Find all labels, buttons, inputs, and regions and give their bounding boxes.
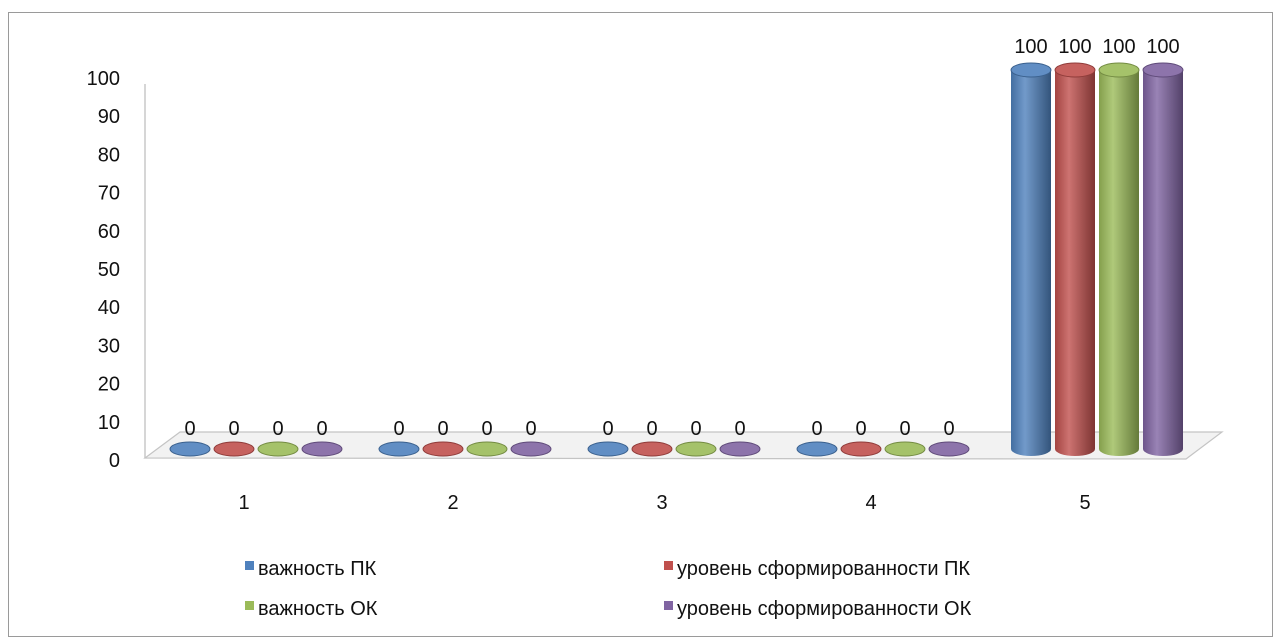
bar-top xyxy=(719,441,761,457)
data-label: 100 xyxy=(1014,36,1047,58)
bar-top xyxy=(510,441,552,457)
bar-top xyxy=(257,441,299,457)
bar-body xyxy=(1055,70,1095,456)
bar xyxy=(719,441,761,457)
bar-top xyxy=(631,441,673,457)
data-label: 100 xyxy=(1146,36,1179,58)
bar-top xyxy=(466,441,508,457)
bar xyxy=(510,441,552,457)
data-label: 0 xyxy=(943,418,954,440)
bar-top xyxy=(928,441,970,457)
data-label: 100 xyxy=(1058,36,1091,58)
bar-top xyxy=(1010,62,1052,78)
data-label: 100 xyxy=(1102,36,1135,58)
bar xyxy=(213,441,255,457)
bar xyxy=(257,441,299,457)
y-tick-label: 40 xyxy=(98,297,120,319)
bar xyxy=(1098,62,1140,456)
bar xyxy=(466,441,508,457)
legend-swatch xyxy=(664,561,673,570)
bar xyxy=(675,441,717,457)
data-label: 0 xyxy=(525,418,536,440)
y-tick-label: 60 xyxy=(98,221,120,243)
y-tick-label: 70 xyxy=(98,183,120,205)
bar-top xyxy=(1098,62,1140,78)
data-label: 0 xyxy=(855,418,866,440)
legend-swatch xyxy=(245,561,254,570)
bar xyxy=(631,441,673,457)
y-tick-label: 10 xyxy=(98,412,120,434)
bar xyxy=(928,441,970,457)
bar-top xyxy=(587,441,629,457)
bar-body xyxy=(1099,70,1139,456)
bar xyxy=(422,441,464,457)
data-label: 0 xyxy=(437,418,448,440)
legend-item: уровень сформированности ПК xyxy=(664,558,970,580)
y-tick-label: 50 xyxy=(98,259,120,281)
x-category-label: 2 xyxy=(447,492,458,514)
bar-body xyxy=(1143,70,1183,456)
bar-top xyxy=(169,441,211,457)
legend-label: важность ОК xyxy=(258,598,378,620)
bar xyxy=(587,441,629,457)
legend-item: уровень сформированности ОК xyxy=(664,598,972,620)
bar-top xyxy=(884,441,926,457)
data-label: 0 xyxy=(393,418,404,440)
x-category-label: 4 xyxy=(865,492,876,514)
data-label: 0 xyxy=(646,418,657,440)
bar-top xyxy=(213,441,255,457)
bar-top xyxy=(675,441,717,457)
x-category-label: 1 xyxy=(238,492,249,514)
bar xyxy=(1142,62,1184,456)
data-label: 0 xyxy=(272,418,283,440)
bar xyxy=(301,441,343,457)
legend-label: уровень сформированности ОК xyxy=(677,598,972,620)
data-label: 0 xyxy=(899,418,910,440)
bar-body xyxy=(1011,70,1051,456)
bar xyxy=(1010,62,1052,456)
bar-top xyxy=(301,441,343,457)
data-label: 0 xyxy=(481,418,492,440)
bar xyxy=(378,441,420,457)
y-tick-label: 90 xyxy=(98,106,120,128)
y-tick-label: 30 xyxy=(98,335,120,357)
legend-item: важность ОК xyxy=(245,598,378,620)
legend-swatch xyxy=(245,601,254,610)
x-category-label: 5 xyxy=(1079,492,1090,514)
y-tick-label: 100 xyxy=(87,68,120,90)
y-tick-label: 80 xyxy=(98,144,120,166)
bar-top xyxy=(1142,62,1184,78)
legend-item: важность ПК xyxy=(245,558,377,580)
data-label: 0 xyxy=(811,418,822,440)
bar xyxy=(840,441,882,457)
bar-top xyxy=(378,441,420,457)
bar xyxy=(169,441,211,457)
bar-top xyxy=(840,441,882,457)
data-label: 0 xyxy=(734,418,745,440)
bar xyxy=(796,441,838,457)
data-label: 0 xyxy=(228,418,239,440)
bar-top xyxy=(796,441,838,457)
legend-label: важность ПК xyxy=(258,558,377,580)
y-tick-label: 0 xyxy=(109,450,120,472)
bar xyxy=(1054,62,1096,456)
data-label: 0 xyxy=(602,418,613,440)
legend-swatch xyxy=(664,601,673,610)
x-category-label: 3 xyxy=(656,492,667,514)
bar-top xyxy=(422,441,464,457)
y-tick-label: 20 xyxy=(98,374,120,396)
data-label: 0 xyxy=(690,418,701,440)
data-label: 0 xyxy=(316,418,327,440)
legend-label: уровень сформированности ПК xyxy=(677,558,970,580)
bar xyxy=(884,441,926,457)
bar-top xyxy=(1054,62,1096,78)
data-label: 0 xyxy=(184,418,195,440)
